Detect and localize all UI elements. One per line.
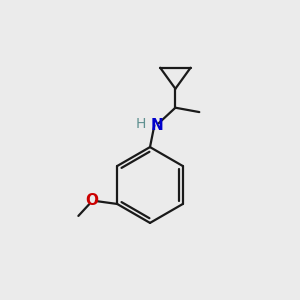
Text: O: O (85, 193, 98, 208)
Text: N: N (150, 118, 163, 133)
Text: H: H (135, 117, 146, 131)
